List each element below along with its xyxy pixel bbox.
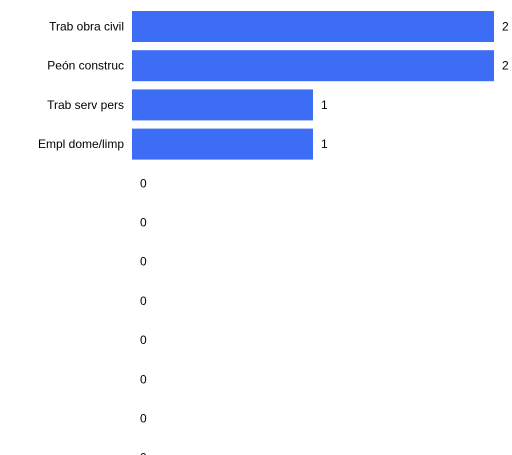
bar-2 (132, 89, 313, 121)
value-label-11: 0 (140, 451, 147, 455)
category-label-3: Empl dome/limp (38, 137, 124, 151)
bar-0 (132, 11, 494, 42)
bars-layer (132, 11, 494, 160)
category-label-0: Trab obra civil (49, 20, 124, 34)
value-label-6: 0 (140, 255, 147, 269)
value-label-1: 2 (502, 59, 509, 73)
value-label-8: 0 (140, 333, 147, 347)
category-label-1: Peón construc (47, 59, 124, 73)
value-label-9: 0 (140, 372, 147, 386)
value-label-4: 0 (140, 176, 147, 190)
value-label-7: 0 (140, 294, 147, 308)
value-label-5: 0 (140, 216, 147, 230)
value-label-10: 0 (140, 412, 147, 426)
value-label-3: 1 (321, 137, 328, 151)
category-label-2: Trab serv pers (47, 98, 124, 112)
category-labels: Trab obra civil Peón construc Trab serv pe… (38, 20, 124, 152)
value-label-2: 1 (321, 98, 328, 112)
bar-3 (132, 128, 313, 160)
value-labels: 2 2 1 1 0 0 0 0 0 0 0 0 (140, 20, 509, 455)
bar-1 (132, 50, 494, 82)
value-label-0: 2 (502, 20, 509, 34)
